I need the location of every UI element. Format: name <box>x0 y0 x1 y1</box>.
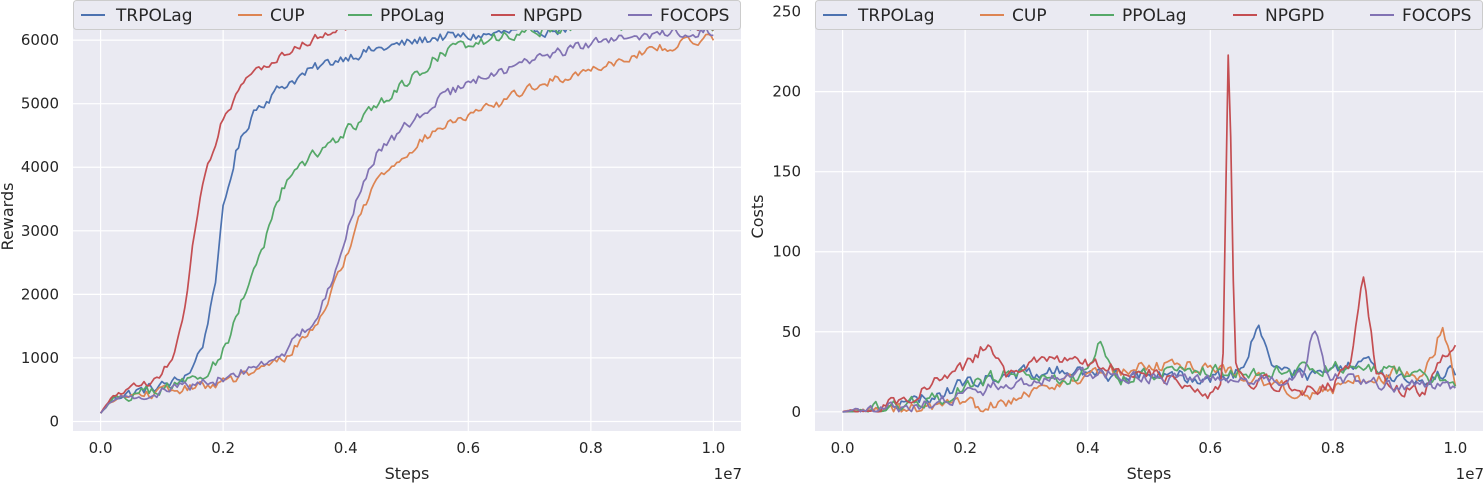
y-tick-label: 150 <box>772 163 801 181</box>
x-tick-label: 0.2 <box>953 439 977 457</box>
legend-label-cup: CUP <box>270 6 305 26</box>
rewards-chart: 0.0 0.2 0.4 0.6 0.8 1.0 0 1000 2000 3000 4000 5000 6… <box>0 0 742 483</box>
legend-label-ppolag: PPOLag <box>1122 6 1187 26</box>
y-tick-label: 5000 <box>21 95 59 113</box>
y-tick-label: 250 <box>772 3 801 21</box>
x-tick-label: 0.4 <box>334 439 358 457</box>
legend: TRPOLag CUP PPOLag NPGPD FOCOPS <box>815 0 1483 30</box>
x-tick-label: 0.2 <box>211 439 235 457</box>
y-tick-label: 50 <box>782 323 801 341</box>
x-tick-label: 1.0 <box>701 439 725 457</box>
y-tick-label: 2000 <box>21 285 59 303</box>
x-tick-label: 1.0 <box>1443 439 1467 457</box>
x-axis-label: Steps <box>385 464 430 483</box>
y-tick-label: 4000 <box>21 158 59 176</box>
legend-label-trpolag: TRPOLag <box>857 6 935 26</box>
legend-label-trpolag: TRPOLag <box>115 6 193 26</box>
series-line-trpolag <box>842 324 1457 413</box>
legend: TRPOLag CUP PPOLag NPGPD FOCOPS <box>73 0 741 30</box>
series-line-npgpd <box>842 54 1457 413</box>
y-tick-label: 100 <box>772 243 801 261</box>
y-axis-label: Rewards <box>0 183 17 251</box>
x-axis-label: Steps <box>1127 464 1172 483</box>
y-tick-label: 200 <box>772 83 801 101</box>
legend-label-focops: FOCOPS <box>660 6 729 26</box>
series-line-focops <box>99 26 714 414</box>
x-tick-label: 0.8 <box>1321 439 1345 457</box>
x-tick-label: 0.4 <box>1076 439 1100 457</box>
legend-label-focops: FOCOPS <box>1402 6 1471 26</box>
x-tick-label: 0.6 <box>456 439 480 457</box>
series-line-cup <box>842 326 1457 413</box>
x-tick-label: 0.8 <box>579 439 603 457</box>
costs-chart: 0.0 0.2 0.4 0.6 0.8 1.0 0 50 100 150 200 250 Steps Co… <box>748 0 1483 483</box>
plot-area <box>73 2 741 431</box>
y-tick-label: 0 <box>49 412 59 430</box>
y-tick-label: 3000 <box>21 222 59 240</box>
legend-label-npgpd: NPGPD <box>523 6 582 26</box>
x-exponent-label: 1e7 <box>1456 465 1483 483</box>
y-tick-label: 0 <box>791 403 801 421</box>
x-tick-label: 0.6 <box>1198 439 1222 457</box>
y-tick-label: 1000 <box>21 349 59 367</box>
x-tick-label: 0.0 <box>89 439 113 457</box>
series-line-cup <box>99 33 715 414</box>
x-exponent-label: 1e7 <box>714 465 742 483</box>
series-lines <box>842 54 1457 413</box>
y-axis-label: Costs <box>748 195 767 239</box>
legend-box <box>73 0 741 30</box>
x-tick-label: 0.0 <box>831 439 855 457</box>
legend-label-ppolag: PPOLag <box>380 6 445 26</box>
series-line-focops <box>842 330 1456 413</box>
y-tick-label: 6000 <box>21 31 59 49</box>
legend-label-cup: CUP <box>1012 6 1047 26</box>
plot-area <box>815 2 1483 431</box>
legend-label-npgpd: NPGPD <box>1265 6 1324 26</box>
